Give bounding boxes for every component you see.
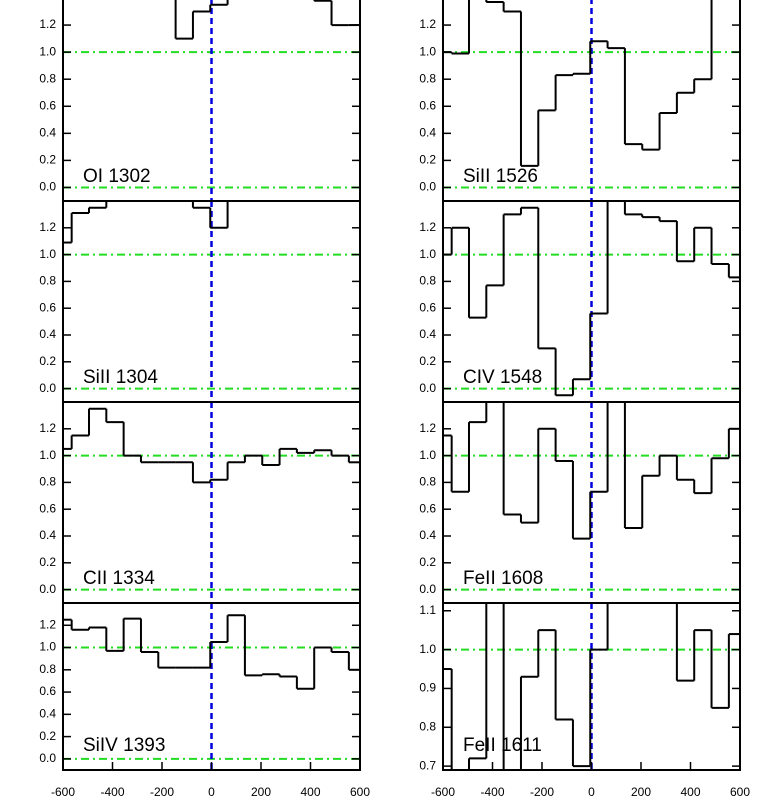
x-tick-label: 200	[251, 785, 271, 799]
y-tick-label: 0.4	[39, 126, 56, 140]
y-tick-label: 1.1	[419, 603, 436, 617]
y-tick-label: 0.8	[419, 71, 436, 85]
y-tick-label: 0.0	[39, 582, 56, 596]
plot-area	[443, 0, 740, 201]
y-tick-label: 0.4	[39, 528, 56, 542]
y-tick-label: 0.4	[39, 327, 56, 341]
x-tick-label: -200	[530, 785, 554, 799]
x-tick-label: 400	[300, 785, 320, 799]
y-tick-label: 1.2	[39, 17, 56, 31]
y-tick-label: 0.6	[39, 300, 56, 314]
y-tick-label: 1.0	[39, 247, 56, 261]
y-tick-label: 1.2	[39, 220, 56, 234]
panel-label: SiII 1526	[463, 166, 538, 187]
y-tick-label: 0.0	[39, 751, 56, 765]
y-tick-label: 0.8	[39, 662, 56, 676]
y-tick-label: 0.2	[39, 354, 56, 368]
y-tick-label: 0.2	[39, 729, 56, 743]
y-tick-label: 0.4	[419, 126, 436, 140]
y-tick-label: 1.0	[419, 642, 436, 656]
y-tick-label: 0.9	[419, 681, 436, 695]
plot-area	[443, 201, 740, 402]
plot-area	[443, 603, 740, 770]
y-tick-label: 1.0	[39, 448, 56, 462]
y-tick-label: 1.2	[39, 617, 56, 631]
x-tick-label: -600	[51, 785, 75, 799]
y-tick-label: 0.8	[39, 274, 56, 288]
y-tick-label: 0.0	[419, 582, 436, 596]
x-tick-label: -400	[100, 785, 124, 799]
panel-label: FeII 1608	[463, 568, 543, 589]
y-tick-label: 0.0	[39, 381, 56, 395]
y-tick-label: 1.0	[419, 448, 436, 462]
plot-area	[63, 201, 360, 402]
panel-label: CII 1334	[83, 568, 155, 589]
x-tick-label: 0	[588, 785, 595, 799]
panel-label: SiII 1304	[83, 367, 158, 388]
panel-label: OI 1302	[83, 166, 151, 187]
y-tick-label: 0.6	[419, 300, 436, 314]
y-tick-label: 0.6	[419, 98, 436, 112]
y-tick-label: 0.6	[39, 501, 56, 515]
y-tick-label: 1.2	[39, 421, 56, 435]
y-tick-label: 1.2	[419, 17, 436, 31]
y-tick-label: 0.4	[39, 707, 56, 721]
x-tick-label: -200	[150, 785, 174, 799]
panel-label: FeII 1611	[463, 735, 542, 756]
y-tick-label: 0.8	[39, 71, 56, 85]
x-tick-label: 0	[208, 785, 215, 799]
y-tick-label: 0.0	[39, 180, 56, 194]
y-tick-label: 0.6	[39, 98, 56, 112]
x-tick-label: 600	[350, 785, 370, 799]
x-tick-label: 200	[631, 785, 651, 799]
y-tick-label: 0.4	[419, 327, 436, 341]
y-tick-label: 0.2	[419, 555, 436, 569]
y-tick-label: 0.6	[39, 684, 56, 698]
y-tick-label: 0.8	[419, 274, 436, 288]
y-tick-label: 1.0	[419, 247, 436, 261]
y-tick-label: 0.7	[419, 758, 436, 772]
x-tick-label: 400	[680, 785, 700, 799]
y-tick-label: 0.2	[39, 555, 56, 569]
panel-label: SiIV 1393	[83, 735, 165, 756]
x-tick-label: -400	[480, 785, 504, 799]
y-tick-label: 1.0	[39, 640, 56, 654]
y-tick-label: 0.4	[419, 528, 436, 542]
y-tick-label: 1.0	[39, 44, 56, 58]
x-tick-label: -600	[431, 785, 455, 799]
y-tick-label: 0.0	[419, 180, 436, 194]
y-tick-label: 1.2	[419, 220, 436, 234]
x-tick-label: 600	[730, 785, 750, 799]
y-tick-label: 0.0	[419, 381, 436, 395]
y-tick-label: 0.2	[419, 354, 436, 368]
y-tick-label: 1.2	[419, 421, 436, 435]
panel-label: CIV 1548	[463, 367, 542, 388]
y-tick-label: 1.0	[419, 44, 436, 58]
y-tick-label: 0.8	[39, 475, 56, 489]
y-tick-label: 0.8	[419, 475, 436, 489]
y-tick-label: 0.6	[419, 501, 436, 515]
plot-area	[63, 603, 360, 770]
y-tick-label: 0.2	[419, 153, 436, 167]
y-tick-label: 0.2	[39, 153, 56, 167]
y-tick-label: 0.8	[419, 719, 436, 733]
plot-area	[443, 402, 740, 603]
plot-area	[63, 402, 360, 603]
